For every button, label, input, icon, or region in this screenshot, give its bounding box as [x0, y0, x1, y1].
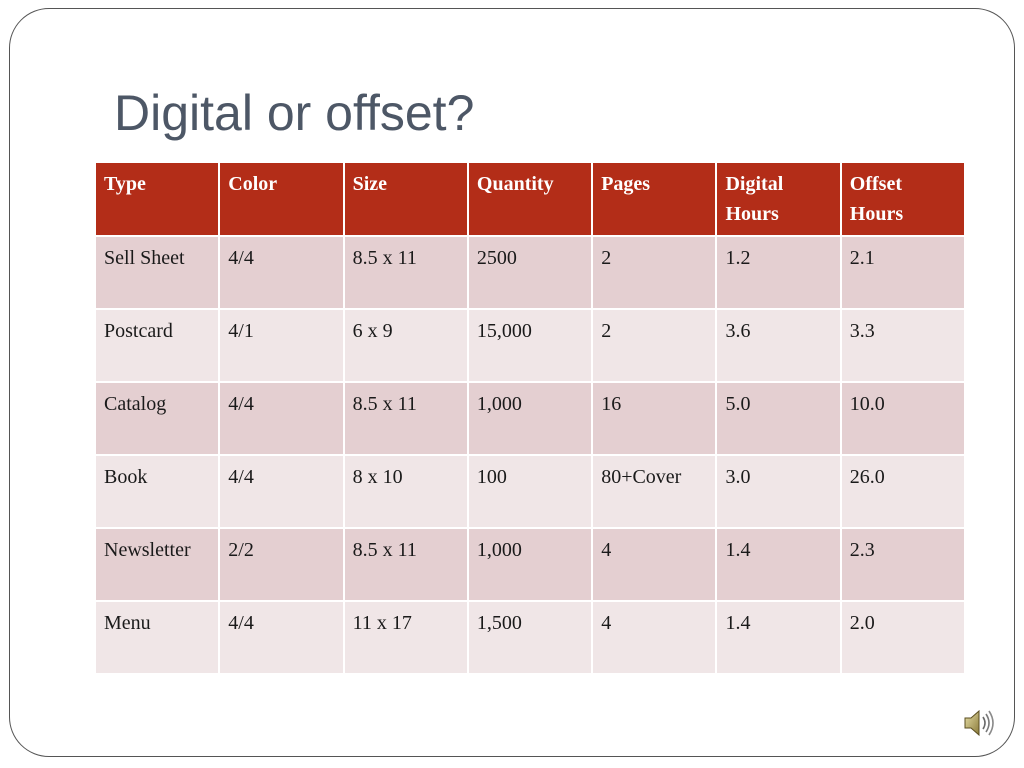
table-row: Newsletter 2/2 8.5 x 11 1,000 4 1.4 2.3 — [93, 527, 967, 602]
cell-color: 4/4 — [218, 600, 345, 675]
cell-color: 4/1 — [218, 308, 345, 383]
cell-quantity: 15,000 — [466, 308, 594, 383]
cell-digital-hours: 1.2 — [715, 235, 842, 310]
cell-size: 6 x 9 — [342, 308, 469, 383]
cell-type: Postcard — [93, 308, 221, 383]
table-row: Sell Sheet 4/4 8.5 x 11 2500 2 1.2 2.1 — [93, 235, 967, 310]
header-digital-hours: Digital Hours — [715, 161, 842, 237]
cell-color: 4/4 — [218, 381, 345, 456]
cell-offset-hours: 10.0 — [839, 381, 967, 456]
cell-quantity: 1,500 — [466, 600, 594, 675]
cell-size: 8.5 x 11 — [342, 527, 469, 602]
speaker-icon[interactable] — [962, 705, 996, 741]
table-row: Book 4/4 8 x 10 100 80+Cover 3.0 26.0 — [93, 454, 967, 529]
cell-pages: 2 — [591, 235, 718, 310]
cell-pages: 2 — [591, 308, 718, 383]
header-quantity: Quantity — [466, 161, 594, 237]
cell-color: 2/2 — [218, 527, 345, 602]
table-header-row: Type Color Size Quantity Pages Digital H… — [93, 161, 967, 237]
cell-type: Catalog — [93, 381, 221, 456]
header-pages: Pages — [591, 161, 718, 237]
cell-size: 8 x 10 — [342, 454, 469, 529]
cell-size: 11 x 17 — [342, 600, 469, 675]
cell-size: 8.5 x 11 — [342, 235, 469, 310]
header-color: Color — [218, 161, 345, 237]
table-row: Postcard 4/1 6 x 9 15,000 2 3.6 3.3 — [93, 308, 967, 383]
header-type: Type — [93, 161, 221, 237]
cell-color: 4/4 — [218, 454, 345, 529]
cell-type: Newsletter — [93, 527, 221, 602]
cell-pages: 4 — [591, 527, 718, 602]
cell-quantity: 100 — [466, 454, 594, 529]
cell-type: Book — [93, 454, 221, 529]
cell-type: Sell Sheet — [93, 235, 221, 310]
cell-digital-hours: 1.4 — [715, 527, 842, 602]
cell-digital-hours: 1.4 — [715, 600, 842, 675]
cell-quantity: 1,000 — [466, 527, 594, 602]
cell-digital-hours: 3.6 — [715, 308, 842, 383]
cell-offset-hours: 3.3 — [839, 308, 967, 383]
cell-digital-hours: 5.0 — [715, 381, 842, 456]
cell-offset-hours: 2.1 — [839, 235, 967, 310]
cell-offset-hours: 2.3 — [839, 527, 967, 602]
header-size: Size — [342, 161, 469, 237]
cell-pages: 4 — [591, 600, 718, 675]
cell-digital-hours: 3.0 — [715, 454, 842, 529]
data-table: Type Color Size Quantity Pages Digital H… — [93, 161, 967, 675]
cell-quantity: 2500 — [466, 235, 594, 310]
cell-quantity: 1,000 — [466, 381, 594, 456]
table-row: Menu 4/4 11 x 17 1,500 4 1.4 2.0 — [93, 600, 967, 675]
cell-pages: 80+Cover — [591, 454, 718, 529]
cell-size: 8.5 x 11 — [342, 381, 469, 456]
cell-type: Menu — [93, 600, 221, 675]
slide-title: Digital or offset? — [114, 85, 475, 141]
cell-offset-hours: 2.0 — [839, 600, 967, 675]
table-row: Catalog 4/4 8.5 x 11 1,000 16 5.0 10.0 — [93, 381, 967, 456]
cell-color: 4/4 — [218, 235, 345, 310]
header-offset-hours: Offset Hours — [839, 161, 967, 237]
cell-offset-hours: 26.0 — [839, 454, 967, 529]
cell-pages: 16 — [591, 381, 718, 456]
